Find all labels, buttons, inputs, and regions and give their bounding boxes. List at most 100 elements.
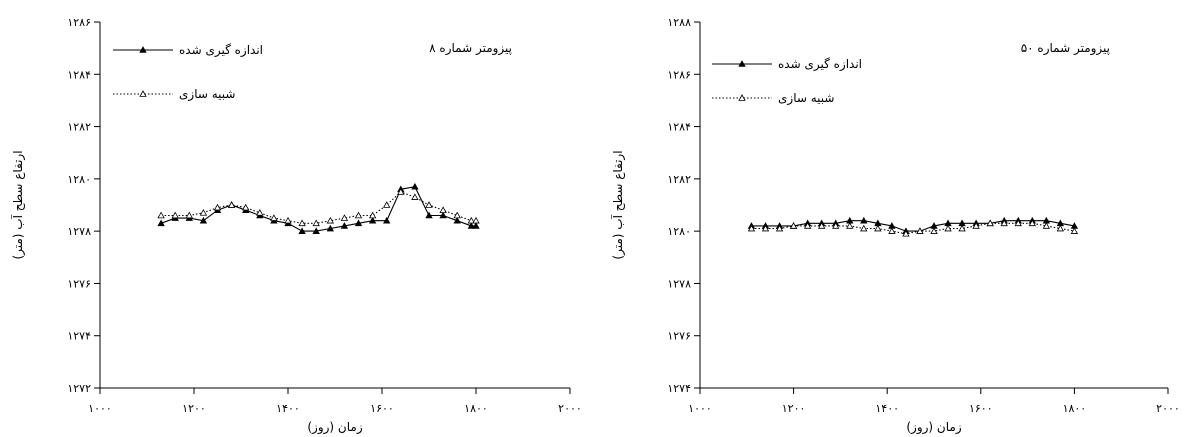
chart-title: پیزومتر شماره ۵۰ <box>1021 41 1110 56</box>
series-line-2 <box>751 222 1075 235</box>
x-axis-label: زمان (روز) <box>307 420 362 435</box>
x-tick-label: ۱۲۰۰ <box>182 402 206 415</box>
data-point <box>789 222 798 229</box>
y-tick-label: ۱۲۷۴ <box>67 330 91 343</box>
x-tick-label: ۱۴۰۰ <box>875 402 899 415</box>
y-tick-label: ۱۲۸۴ <box>67 68 91 81</box>
data-point <box>467 222 475 229</box>
y-axis-label: ارتفاع سطح آب (متر) <box>610 150 626 259</box>
y-tick-label: ۱۲۷۶ <box>67 277 91 290</box>
data-point <box>227 201 236 208</box>
data-point <box>1056 224 1065 232</box>
data-point <box>256 209 264 216</box>
data-point <box>340 222 349 229</box>
data-point <box>1028 219 1036 227</box>
data-point <box>930 227 938 234</box>
data-point <box>354 211 363 219</box>
data-point <box>944 224 952 232</box>
data-point <box>242 203 250 211</box>
data-point <box>846 222 854 229</box>
data-point <box>902 229 910 237</box>
x-tick-label: ۱۶۰۰ <box>969 402 993 415</box>
legend-swatch-marker <box>738 94 746 101</box>
x-tick-label: ۲۰۰۰ <box>558 402 582 415</box>
data-point <box>298 227 306 234</box>
data-point <box>185 211 193 219</box>
chart-title: پیزومتر شماره ۸ <box>429 41 512 56</box>
data-point <box>425 211 433 219</box>
legend-label: شبیه سازی <box>179 87 235 102</box>
data-point <box>775 224 784 232</box>
data-point <box>411 193 419 200</box>
data-point <box>368 216 377 224</box>
legend-swatch-marker <box>139 90 147 97</box>
data-point <box>1000 219 1008 227</box>
data-point <box>832 222 840 229</box>
y-tick-label: ۱۲۸۸ <box>667 16 691 29</box>
data-point <box>874 224 882 232</box>
data-point <box>157 211 165 219</box>
data-point <box>298 219 306 227</box>
data-point <box>270 214 278 221</box>
x-tick-label: ۱۲۰۰ <box>782 402 806 415</box>
y-tick-label: ۱۲۸۶ <box>67 16 91 29</box>
y-tick-label: ۱۲۸۰ <box>67 173 91 186</box>
y-tick-label: ۱۲۷۸ <box>667 277 691 290</box>
data-point <box>157 219 165 227</box>
y-tick-label: ۱۲۸۲ <box>67 121 91 134</box>
data-point <box>312 219 320 227</box>
data-point <box>326 216 334 224</box>
x-tick-label: ۱۰۰۰ <box>88 402 112 415</box>
y-tick-label: ۱۲۷۸ <box>67 225 91 238</box>
data-point <box>472 222 480 229</box>
y-tick-label: ۱۲۸۴ <box>667 121 691 134</box>
data-point <box>326 224 334 232</box>
data-point <box>958 224 966 232</box>
data-point <box>747 224 756 232</box>
legend-swatch-marker <box>139 46 147 53</box>
chart-panel-1: ۱۲۷۲ ۱۲۷۴ ۱۲۷۶ ۱۲۷۸ ۱۲۸۰ ۱۲۸۲ ۱۲۸۴ ۱۲۸۶ ۱۰۰۰ ۱۲۰۰… <box>10 16 582 435</box>
legend-label: اندازه گیری شده <box>179 43 263 58</box>
legend-swatch-marker <box>738 60 746 67</box>
data-point <box>888 227 896 234</box>
legend-label: شبیه سازی <box>778 91 834 106</box>
series-line-1 <box>751 220 1075 232</box>
data-point <box>860 216 868 224</box>
data-point <box>199 216 208 224</box>
data-point <box>312 227 320 234</box>
data-point <box>439 206 447 214</box>
data-point <box>199 209 208 216</box>
data-point <box>213 203 222 211</box>
y-tick-label: ۱۲۷۲ <box>67 382 91 395</box>
data-point <box>986 219 994 227</box>
data-point <box>397 188 405 195</box>
data-point <box>1014 219 1022 227</box>
data-point <box>453 211 461 219</box>
x-axis-label: زمان (روز) <box>906 420 961 435</box>
data-point <box>425 201 433 208</box>
x-tick-label: ۱۴۰۰ <box>276 402 300 415</box>
chart-panel-2: ۱۲۷۴ ۱۲۷۶ ۱۲۷۸ ۱۲۸۰ ۱۲۸۲ ۱۲۸۴ ۱۲۸۶ ۱۲۸۸ ۱۰۰۰ ۱۲۰۰… <box>610 16 1180 435</box>
data-point <box>472 216 480 224</box>
x-tick-label: ۱۸۰۰ <box>1063 402 1087 415</box>
data-point <box>284 216 292 224</box>
y-tick-label: ۱۲۸۶ <box>667 68 691 81</box>
y-axis-label: ارتفاع سطح آب (متر) <box>10 150 26 259</box>
x-tick-label: ۱۰۰۰ <box>688 402 712 415</box>
data-point <box>354 219 363 227</box>
legend-label: اندازه گیری شده <box>778 57 862 72</box>
x-tick-label: ۱۸۰۰ <box>464 402 488 415</box>
data-point <box>761 224 770 232</box>
data-point <box>453 216 461 224</box>
data-point <box>171 211 179 219</box>
data-point <box>340 214 349 221</box>
data-point <box>818 222 826 229</box>
data-point <box>411 182 419 190</box>
data-point <box>860 224 868 232</box>
y-tick-label: ۱۲۷۴ <box>667 382 691 395</box>
y-tick-label: ۱۲۸۰ <box>667 225 691 238</box>
data-point <box>803 222 812 229</box>
data-point <box>1042 222 1050 229</box>
data-point <box>972 222 980 229</box>
